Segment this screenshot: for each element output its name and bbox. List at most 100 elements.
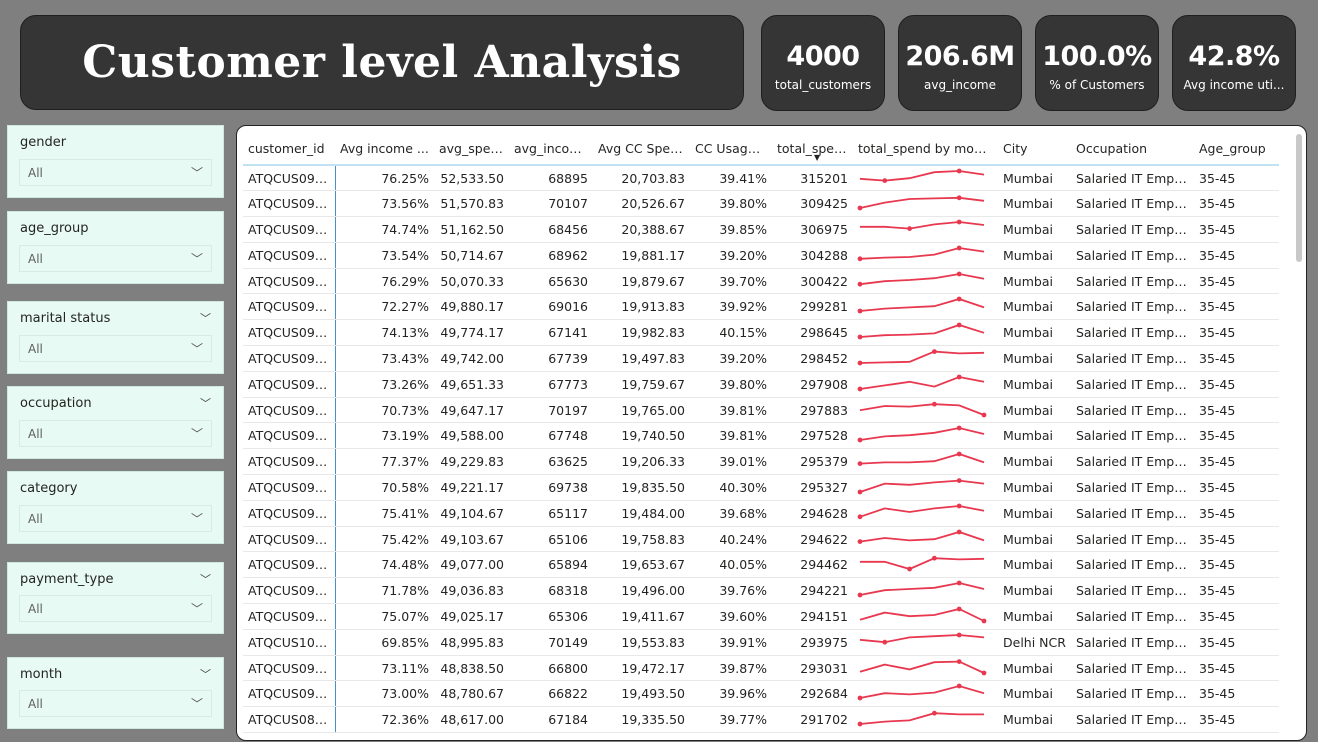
table-cell: 65306 — [509, 603, 593, 630]
sparkline-point — [956, 580, 962, 586]
table-cell: Mumbai — [998, 268, 1071, 295]
table-cell: 20,703.83 — [593, 165, 690, 192]
sparkline-cell — [853, 526, 998, 553]
table-cell: 49,774.17 — [434, 319, 509, 347]
column-header[interactable]: total_spend by month — [853, 132, 998, 166]
column-header[interactable]: Occupation — [1071, 132, 1194, 166]
table-row[interactable]: ATQCUS0943 76.29% 50,070.33 65630 19,879.67 3… — [243, 268, 1279, 295]
table-cell: Mumbai — [998, 706, 1071, 734]
table-row[interactable]: ATQCUS1087 69.85% 48,995.83 70149 19,553.83 3… — [243, 629, 1279, 656]
table-cell: 19,982.83 — [593, 319, 690, 347]
table-cell: 52,533.50 — [434, 165, 509, 192]
table-cell: 67184 — [509, 706, 593, 734]
slicer-dropdown[interactable]: All ﹀ — [19, 420, 212, 447]
sparkline-point — [857, 437, 863, 443]
table-cell: 35-45 — [1194, 293, 1279, 321]
chevron-down-icon[interactable]: ﹀ — [200, 397, 211, 410]
table-cell: 70107 — [509, 190, 593, 218]
table-cell: Salaried IT Empl... — [1071, 345, 1194, 372]
table-row[interactable]: ATQCUS0932 75.42% 49,103.67 65106 19,758.83 4… — [243, 526, 1279, 553]
table-cell: Mumbai — [998, 242, 1071, 269]
table-row[interactable]: ATQCUS0919 73.26% 49,651.33 67773 19,759.67 3… — [243, 371, 1279, 398]
chevron-down-icon[interactable]: ﹀ — [200, 573, 211, 586]
table-row[interactable]: ATQCUS0948 73.43% 49,742.00 67739 19,497.83 3… — [243, 345, 1279, 372]
table-cell: 35-45 — [1194, 680, 1279, 708]
table-cell: ATQCUS0913 — [243, 293, 336, 321]
slicer-dropdown[interactable]: All ﹀ — [19, 335, 212, 362]
table-row[interactable]: ATQCUS0922 74.74% 51,162.50 68456 20,388.67 3… — [243, 216, 1279, 243]
table-row[interactable]: ATQCUS0913 72.27% 49,880.17 69016 19,913.83 3… — [243, 293, 1279, 321]
sparkline-line — [859, 375, 985, 390]
column-header-sorted[interactable]: total_spend ▼ — [772, 132, 853, 166]
kpi-card-avg-income[interactable]: 206.6M avg_income — [898, 15, 1022, 111]
table-cell: 294628 — [772, 500, 853, 527]
sparkline-cell — [853, 603, 998, 630]
table-row[interactable]: ATQCUS0903 74.13% 49,774.17 67141 19,982.83 4… — [243, 319, 1279, 347]
slicer-dropdown[interactable]: All ﹀ — [19, 690, 212, 717]
table-cell: 74.48% — [335, 551, 434, 579]
table-cell: Salaried IT Empl... — [1071, 242, 1194, 269]
table-row[interactable]: ATQCUS0921 75.07% 49,025.17 65306 19,411.67 3… — [243, 603, 1279, 630]
chevron-down-icon[interactable]: ﹀ — [200, 668, 211, 681]
slicer-dropdown[interactable]: All ﹀ — [19, 245, 212, 272]
table-cell: ATQCUS0921 — [243, 603, 336, 630]
chevron-down-icon[interactable]: ﹀ — [200, 312, 211, 325]
slicer-dropdown[interactable]: All ﹀ — [19, 159, 212, 186]
table-row[interactable]: ATQCUS0914 73.56% 51,570.83 70107 20,526.67 3… — [243, 190, 1279, 218]
vertical-scrollbar[interactable] — [1296, 134, 1302, 262]
table-row[interactable]: ATQCUS0931 71.78% 49,036.83 68318 19,496.00 3… — [243, 577, 1279, 605]
table-row[interactable]: ATQCUS0910 73.00% 48,780.67 66822 19,493.50 3… — [243, 680, 1279, 708]
table-row[interactable]: ATQCUS0918 76.25% 52,533.50 68895 20,703.83 3… — [243, 165, 1279, 192]
table-cell: 35-45 — [1194, 319, 1279, 347]
column-header[interactable]: CC Usage % — [690, 132, 772, 166]
column-header[interactable]: avg_spend — [434, 132, 509, 166]
kpi-card-percent-customers[interactable]: 100.0% % of Customers — [1035, 15, 1159, 111]
table-cell: 63625 — [509, 448, 593, 476]
column-header[interactable]: Avg income ... — [335, 132, 434, 166]
table-cell: 66822 — [509, 680, 593, 708]
kpi-card-avg-income-utilization[interactable]: 42.8% Avg income uti... — [1172, 15, 1296, 111]
sparkline-point — [857, 205, 863, 211]
sparkline-cell — [853, 345, 998, 372]
table-row[interactable]: ATQCUS0901 73.11% 48,838.50 66800 19,472.17 3… — [243, 655, 1279, 682]
table-cell: 35-45 — [1194, 190, 1279, 218]
sparkline-point — [956, 245, 962, 251]
slicer-dropdown[interactable]: All ﹀ — [19, 505, 212, 532]
column-header[interactable]: City — [998, 132, 1071, 166]
sparkline-cell — [853, 551, 998, 579]
sparkline-point — [857, 281, 863, 287]
table-cell: 294462 — [772, 551, 853, 579]
table-cell: 75.41% — [335, 500, 434, 527]
column-header[interactable]: Avg CC Spend — [593, 132, 690, 166]
table-row[interactable]: ATQCUS0936 70.73% 49,647.17 70197 19,765.00 3… — [243, 397, 1279, 424]
table-cell: 39.01% — [690, 448, 772, 476]
column-header[interactable]: Age_group — [1194, 132, 1279, 166]
column-header[interactable]: customer_id — [243, 132, 335, 166]
table-row[interactable]: ATQCUS0944 73.54% 50,714.67 68962 19,881.17 3… — [243, 242, 1279, 269]
sparkline-line — [859, 607, 985, 622]
sparkline-cell — [853, 165, 998, 192]
table-cell: 39.87% — [690, 655, 772, 682]
column-header[interactable]: avg_income — [509, 132, 593, 166]
table-cell: 49,036.83 — [434, 577, 509, 605]
slicer-occupation: occupation ﹀ All ﹀ — [7, 386, 224, 459]
table-row[interactable]: ATQCUS0897 72.36% 48,617.00 67184 19,335.50 3… — [243, 706, 1279, 734]
kpi-card-total-customers[interactable]: 4000 total_customers — [761, 15, 885, 111]
table-row[interactable]: ATQCUS0912 77.37% 49,229.83 63625 19,206.33 3… — [243, 448, 1279, 476]
sparkline-point — [981, 618, 987, 624]
table-cell: 19,913.83 — [593, 293, 690, 321]
slicer-dropdown[interactable]: All ﹀ — [19, 595, 212, 622]
table-cell: Salaried IT Empl... — [1071, 706, 1194, 734]
table-cell: 39.70% — [690, 268, 772, 295]
table-row[interactable]: ATQCUS0925 75.41% 49,104.67 65117 19,484.00 3… — [243, 500, 1279, 527]
table-row[interactable]: ATQCUS0907 73.19% 49,588.00 67748 19,740.50 3… — [243, 422, 1279, 450]
slicer-label: payment_type — [20, 571, 114, 587]
table-cell: 19,759.67 — [593, 371, 690, 398]
table-row[interactable]: ATQCUS0937 74.48% 49,077.00 65894 19,653.67 4… — [243, 551, 1279, 579]
sparkline — [859, 401, 987, 417]
sparkline-point — [932, 710, 937, 716]
table-cell: 65894 — [509, 551, 593, 579]
sparkline-line — [859, 197, 985, 210]
table-cell: 76.29% — [335, 268, 434, 295]
table-row[interactable]: ATQCUS0915 70.58% 49,221.17 69738 19,835.50 4… — [243, 474, 1279, 501]
